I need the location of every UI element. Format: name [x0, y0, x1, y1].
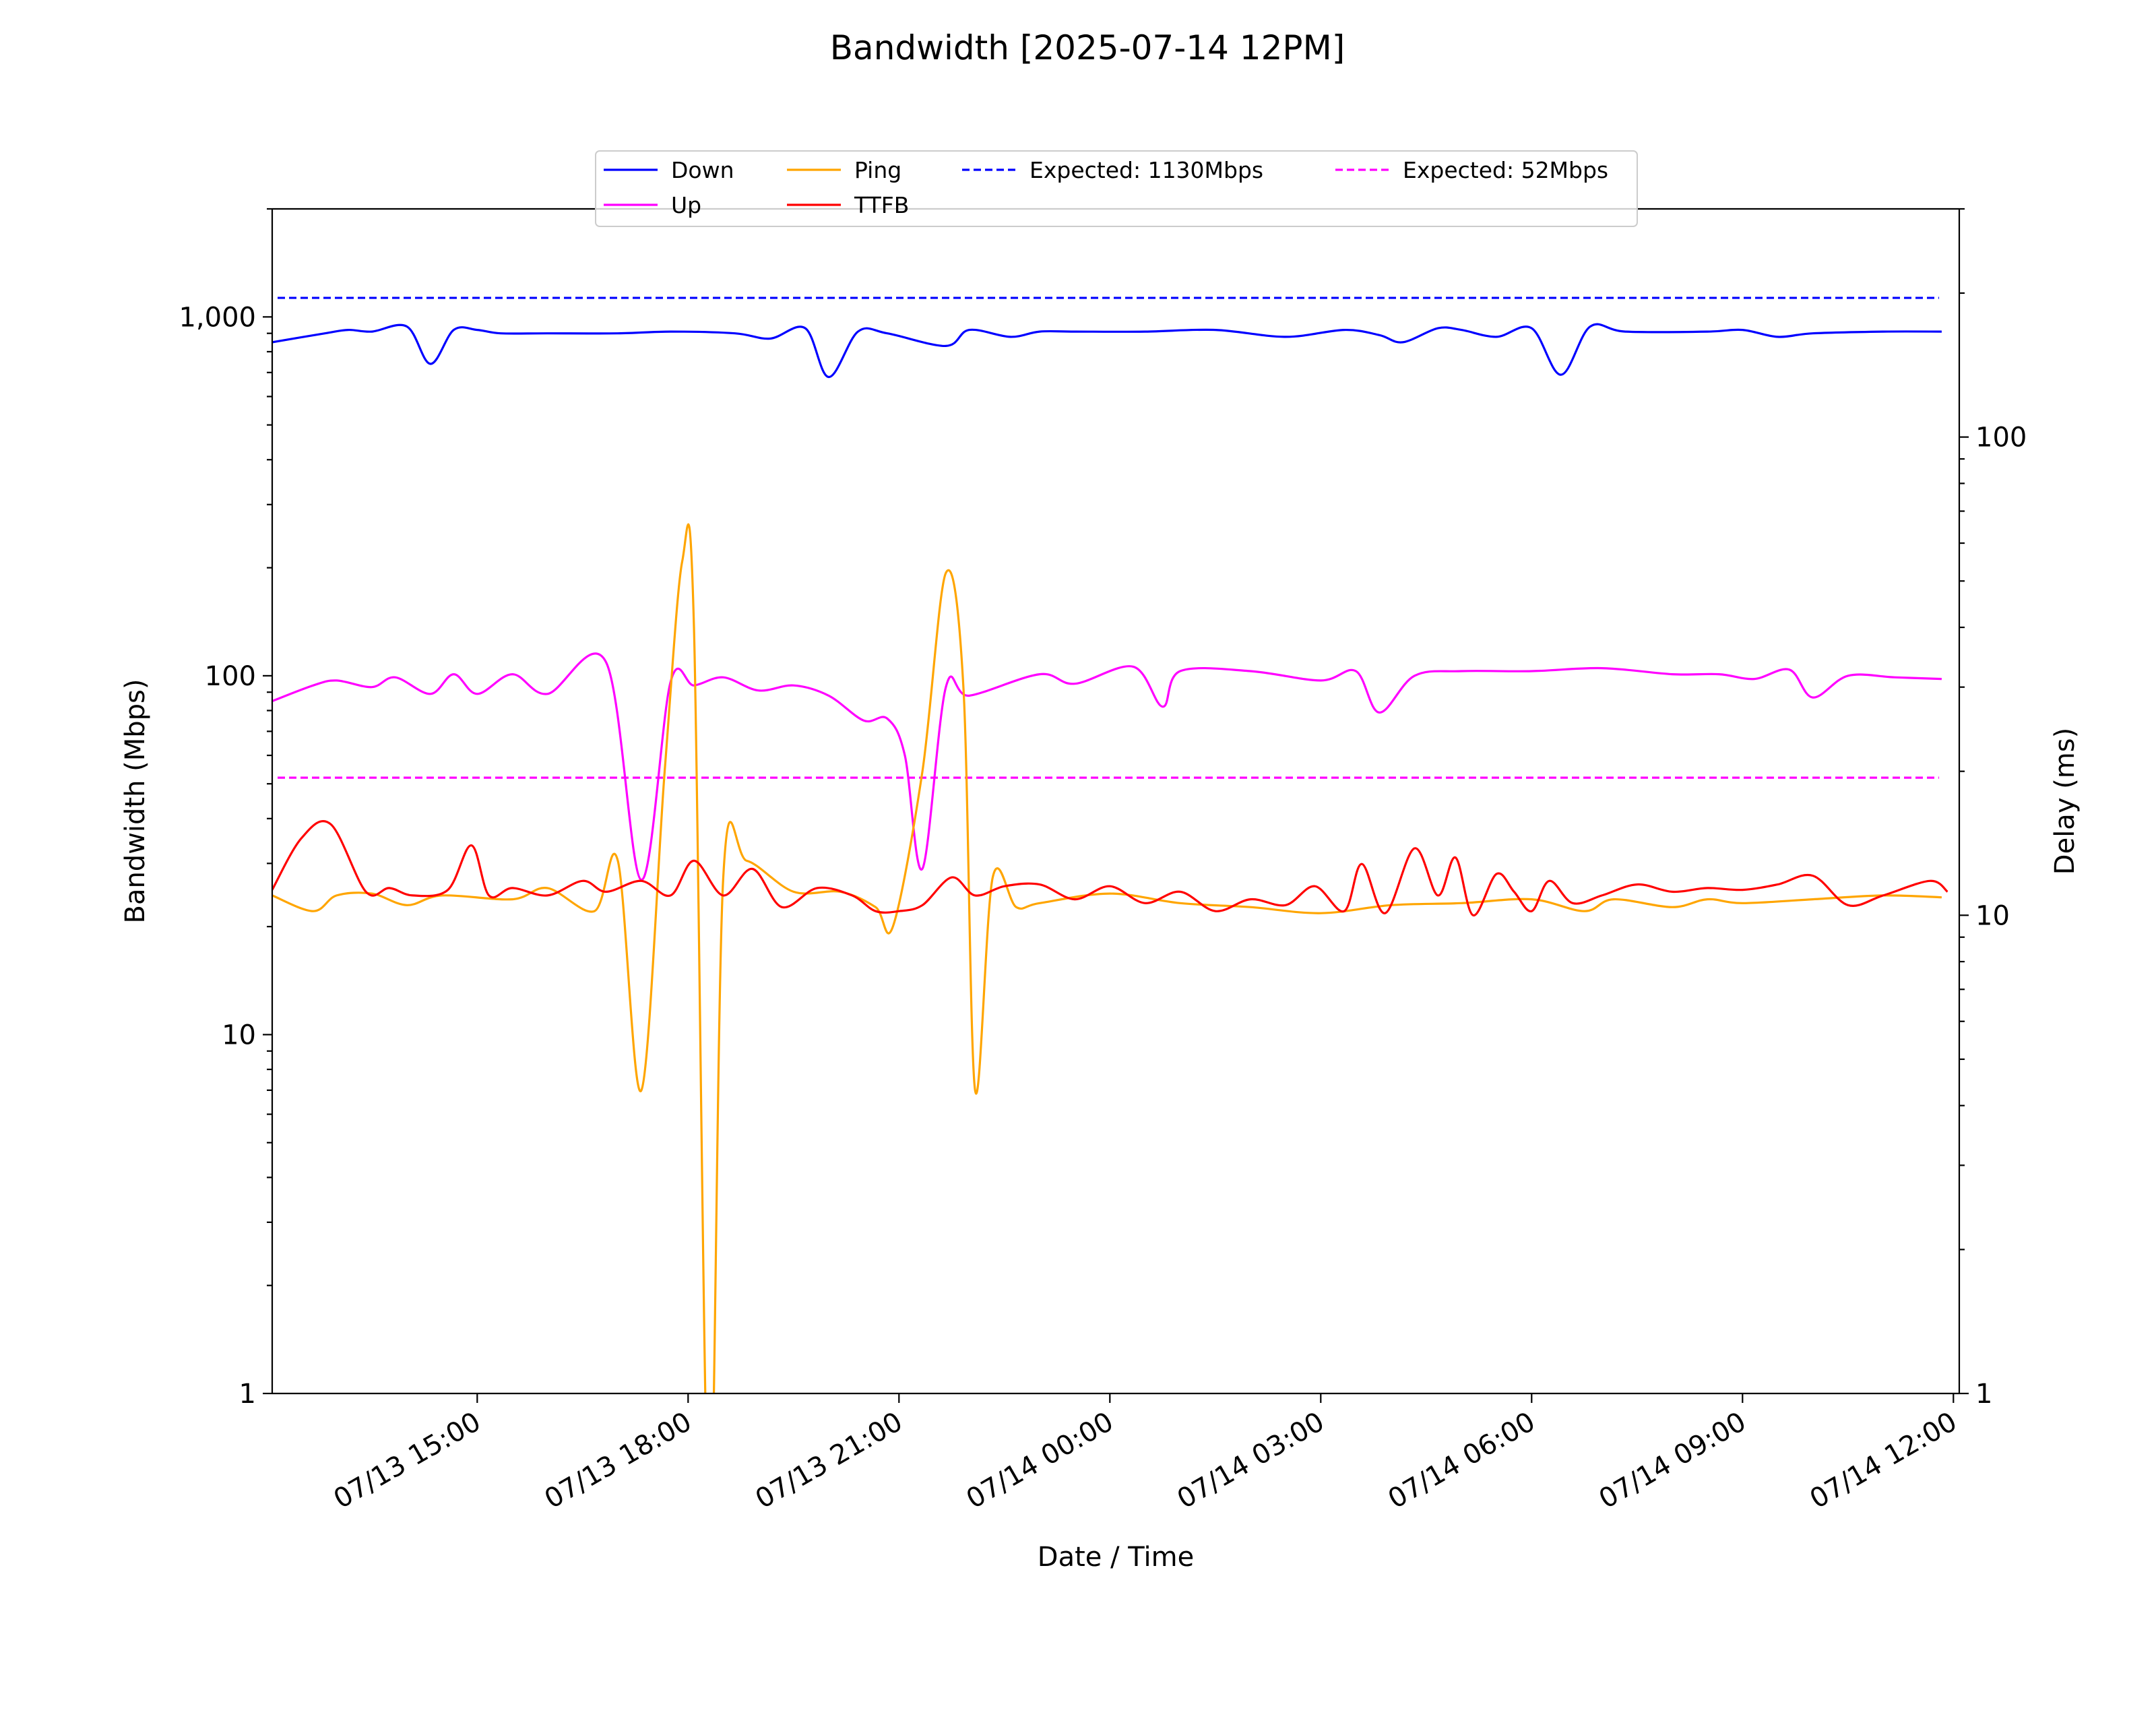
- ticks-layer: 1 10 100 1,000 1 10 100 07/13 15:00 07/13 18:00 0…: [179, 208, 2027, 1515]
- legend-entry-ttfb: TTFB: [787, 192, 909, 218]
- series-line-up: [272, 652, 1942, 881]
- legend-label: Expected: 52Mbps: [1403, 157, 1608, 183]
- y2-tick-label: 10: [1975, 900, 2010, 931]
- series-line-down: [272, 323, 1942, 379]
- x-tick-label: 07/14 12:00: [1805, 1406, 1963, 1515]
- x-tick-label: 07/14 03:00: [1172, 1406, 1330, 1515]
- plot-frame: [271, 208, 1961, 1395]
- y-tick-label: 10: [222, 1020, 256, 1050]
- series-layer: [272, 296, 1948, 1393]
- x-tick-label: 07/14 09:00: [1594, 1406, 1752, 1515]
- legend-label: Expected: 1130Mbps: [1029, 157, 1263, 183]
- legend-entry-expected-52mbps: Expected: 52Mbps: [1335, 157, 1608, 183]
- legend-entry-up: Up: [604, 192, 701, 218]
- series-line-ping: [272, 523, 1942, 1393]
- legend-entry-expected-1130mbps: Expected: 1130Mbps: [962, 157, 1263, 183]
- y2-tick-label: 1: [1975, 1379, 1992, 1410]
- legend-label: Up: [671, 192, 701, 218]
- x-axis-label: Date / Time: [1038, 1542, 1194, 1573]
- legend-label: TTFB: [854, 192, 909, 218]
- legend-entry-down: Down: [604, 157, 734, 183]
- legend-label: Ping: [854, 157, 901, 183]
- y-tick-label: 1,000: [179, 302, 256, 333]
- x-tick-label: 07/13 18:00: [540, 1406, 697, 1515]
- x-tick-label: 07/14 00:00: [961, 1406, 1119, 1515]
- legend-label: Down: [671, 157, 734, 183]
- y2-tick-label: 100: [1975, 422, 2027, 453]
- chart-title: Bandwidth [2025-07-14 12PM]: [830, 28, 1345, 67]
- x-tick-label: 07/14 06:00: [1383, 1406, 1541, 1515]
- y-tick-label: 1: [239, 1379, 256, 1410]
- x-tick-label: 07/13 21:00: [751, 1406, 908, 1515]
- legend-entries: Down Up Ping TTFB Expected: 1130Mbps Expected…: [604, 157, 1608, 218]
- legend: Down Up Ping TTFB Expected: 1130Mbps Expected…: [595, 150, 1638, 227]
- legend-entry-ping: Ping: [787, 157, 901, 183]
- series-line-ttfb: [272, 820, 1948, 916]
- y-axis-label: Bandwidth (Mbps): [120, 679, 151, 923]
- y2-axis-label: Delay (ms): [2050, 728, 2081, 875]
- y-tick-label: 100: [205, 661, 256, 692]
- x-tick-label: 07/13 15:00: [329, 1406, 486, 1515]
